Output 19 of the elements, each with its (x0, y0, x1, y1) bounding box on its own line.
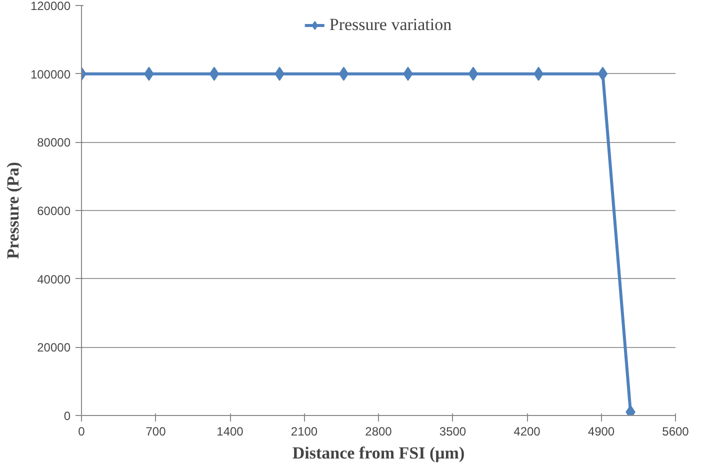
x-tick-label: 4200 (514, 424, 541, 438)
y-axis-title: Pressure (Pa) (3, 162, 22, 260)
x-tick-label: 4900 (588, 424, 615, 438)
x-tick-label: 0 (78, 424, 86, 438)
x-tick-label: 700 (146, 424, 166, 438)
y-tick-label: 40000 (37, 272, 71, 286)
x-tick-label: 3500 (439, 424, 466, 438)
y-tick-label: 80000 (37, 136, 71, 150)
y-tick-label: 120000 (30, 0, 71, 13)
y-tick-label: 0 (64, 409, 71, 423)
x-tick-label: 2100 (290, 424, 318, 438)
y-tick-label: 60000 (37, 204, 71, 218)
x-tick-label: 2800 (365, 424, 392, 438)
legend-label: Pressure variation (329, 15, 452, 35)
x-tick-label: 1400 (216, 424, 244, 438)
y-tick-label: 20000 (37, 340, 71, 355)
x-axis-title: Distance from FSI (μm) (292, 444, 465, 462)
x-tick-label: 5600 (662, 424, 690, 438)
y-tick-label: 100000 (30, 67, 71, 82)
